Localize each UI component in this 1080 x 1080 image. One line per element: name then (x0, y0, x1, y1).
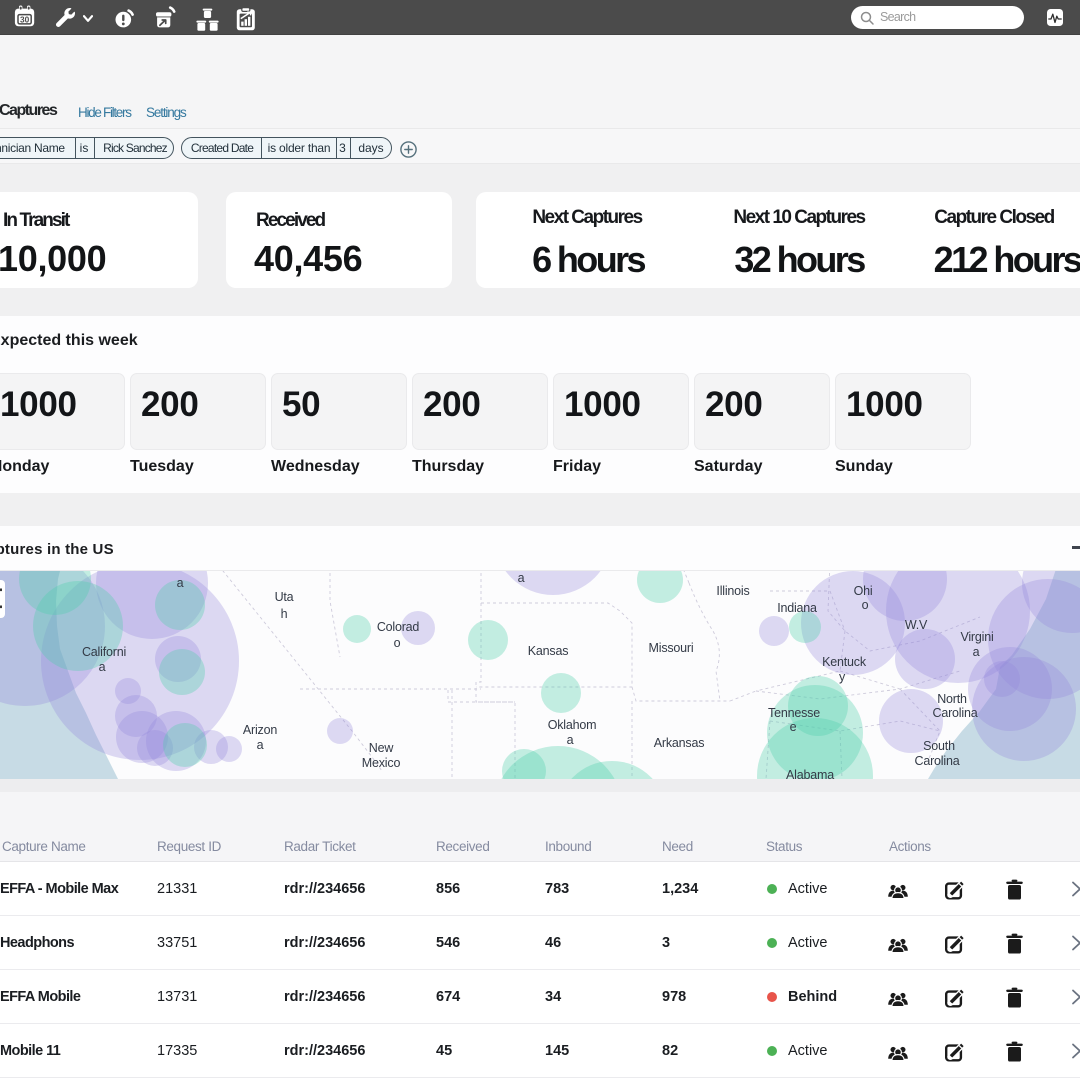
svg-text:o: o (394, 636, 401, 650)
svg-text:e: e (790, 720, 797, 734)
svg-text:Alabama: Alabama (786, 768, 834, 779)
svg-text:30: 30 (20, 14, 30, 24)
svg-text:New: New (369, 741, 395, 755)
svg-text:Illinois: Illinois (716, 584, 749, 598)
svg-text:Arizon: Arizon (243, 723, 277, 737)
svg-text:Kentuck: Kentuck (822, 655, 867, 669)
svg-text:Carolina: Carolina (933, 706, 978, 720)
svg-text:Carolina: Carolina (915, 754, 960, 768)
svg-text:Oklahom: Oklahom (548, 718, 597, 732)
svg-text:h: h (281, 607, 288, 621)
svg-text:North: North (937, 692, 967, 706)
svg-text:a: a (567, 733, 574, 747)
svg-text:a: a (518, 571, 525, 585)
svg-text:a: a (99, 660, 106, 674)
svg-text:Uta: Uta (275, 590, 294, 604)
svg-text:Californi: Californi (82, 645, 126, 659)
svg-text:a: a (257, 738, 264, 752)
svg-text:y: y (839, 670, 846, 684)
svg-text:Kansas: Kansas (528, 644, 569, 658)
svg-text:a: a (973, 645, 980, 659)
svg-text:Ohi: Ohi (854, 584, 873, 598)
svg-text:Mexico: Mexico (362, 756, 401, 770)
svg-text:Arkansas: Arkansas (654, 736, 705, 750)
svg-text:o: o (862, 598, 869, 612)
svg-text:Indiana: Indiana (777, 601, 817, 615)
svg-text:Missouri: Missouri (649, 641, 694, 655)
svg-text:Tennesse: Tennesse (768, 706, 820, 720)
svg-text:South: South (923, 739, 955, 753)
svg-text:a: a (177, 576, 184, 590)
svg-text:W.V: W.V (905, 618, 928, 632)
svg-text:Virgini: Virgini (960, 630, 993, 644)
svg-text:Colorad: Colorad (377, 620, 420, 634)
